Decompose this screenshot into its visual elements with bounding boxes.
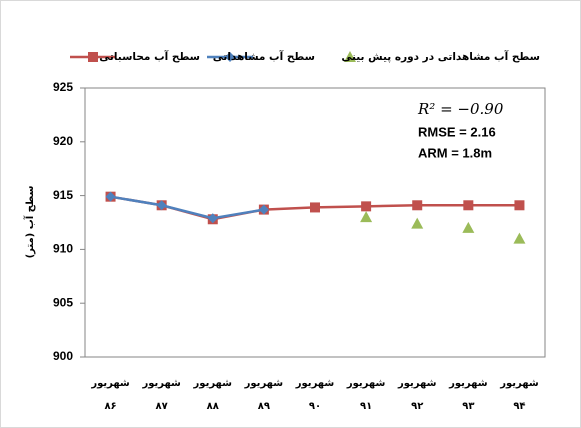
marker <box>105 191 116 202</box>
y-axis-label: سطح آب (متر) <box>23 185 36 258</box>
marker <box>258 204 269 215</box>
annotation: RMSE = 2.16 <box>418 124 496 139</box>
y-tick-label: 910 <box>53 242 73 256</box>
legend-label: سطح آب مشاهداتی در دوره پیش بینی <box>341 50 540 63</box>
marker <box>463 200 474 211</box>
x-tick-label: شهریور ۹۲ <box>397 378 437 412</box>
marker <box>88 52 98 62</box>
legend-label: سطح آب محاسباتی <box>99 50 200 63</box>
y-tick-label: 915 <box>53 188 73 202</box>
y-tick-label: 925 <box>53 80 73 94</box>
marker <box>360 211 373 223</box>
y-tick-label: 920 <box>53 134 73 148</box>
marker <box>462 221 475 233</box>
annotation: R² = −0.90 <box>417 100 504 118</box>
y-tick-label: 905 <box>53 295 73 309</box>
marker <box>225 52 235 62</box>
marker <box>361 201 372 212</box>
marker <box>310 202 320 213</box>
marker <box>344 51 356 62</box>
x-tick-label: شهریور ۸۸ <box>193 378 233 412</box>
series-line <box>110 195 265 220</box>
marker <box>514 200 525 211</box>
x-tick-label: شهریور ۹۴ <box>499 378 539 412</box>
x-tick-label: شهریور ۸۷ <box>141 378 181 412</box>
marker <box>207 213 218 224</box>
marker <box>411 217 424 229</box>
annotation: ARM = 1.8m <box>418 145 492 160</box>
y-tick-label: 900 <box>53 349 73 363</box>
marker <box>156 200 167 211</box>
x-tick-label: شهریور ۹۰ <box>295 378 335 412</box>
marker <box>513 232 526 244</box>
legend-label: سطح آب مشاهداتی <box>213 50 315 63</box>
x-tick-label: شهریور ۸۶ <box>90 378 130 412</box>
x-tick-label: شهریور ۹۱ <box>346 378 386 412</box>
marker <box>412 200 423 211</box>
x-tick-label: شهریور ۹۳ <box>448 378 488 412</box>
x-tick-label: شهریور ۸۹ <box>244 378 284 412</box>
